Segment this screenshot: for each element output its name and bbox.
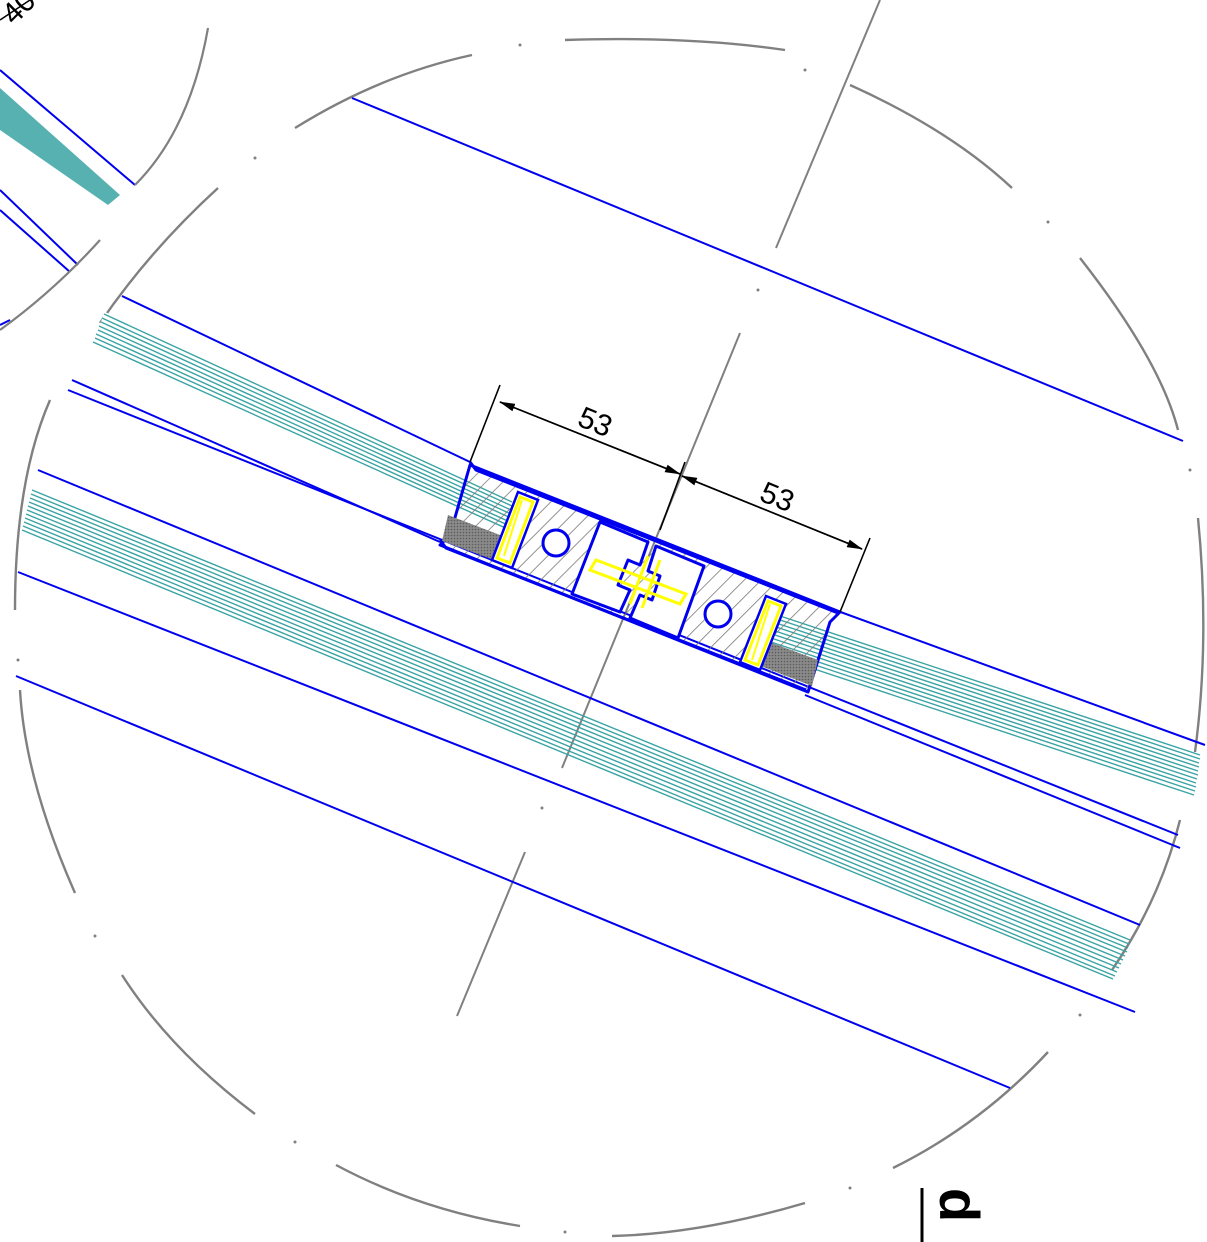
left-gasket	[490, 490, 540, 570]
corner-dimension-label: 40	[0, 0, 43, 31]
dash-dots	[16, 43, 1192, 1234]
dimension-label-right: 53	[755, 476, 798, 519]
left-screw-port	[541, 528, 571, 558]
center-key	[587, 555, 689, 609]
detail-circle-small: 40	[0, 0, 210, 331]
section-label: d	[928, 1188, 991, 1222]
central-h-profile	[570, 520, 706, 640]
left-seal	[442, 515, 500, 560]
dimension-lines	[469, 384, 871, 613]
glass-panes	[21, 312, 1201, 980]
glass-pane-upper-left	[92, 312, 513, 532]
glass-pane-lower	[21, 489, 1131, 980]
right-gasket	[738, 594, 788, 672]
joint-profile	[438, 461, 842, 694]
detail-circle-dashed	[13, 37, 1205, 1238]
dimension-label-left: 53	[573, 401, 616, 444]
glass-pane-upper-right	[762, 611, 1201, 796]
right-screw-port	[703, 599, 733, 629]
right-seal	[758, 640, 818, 686]
